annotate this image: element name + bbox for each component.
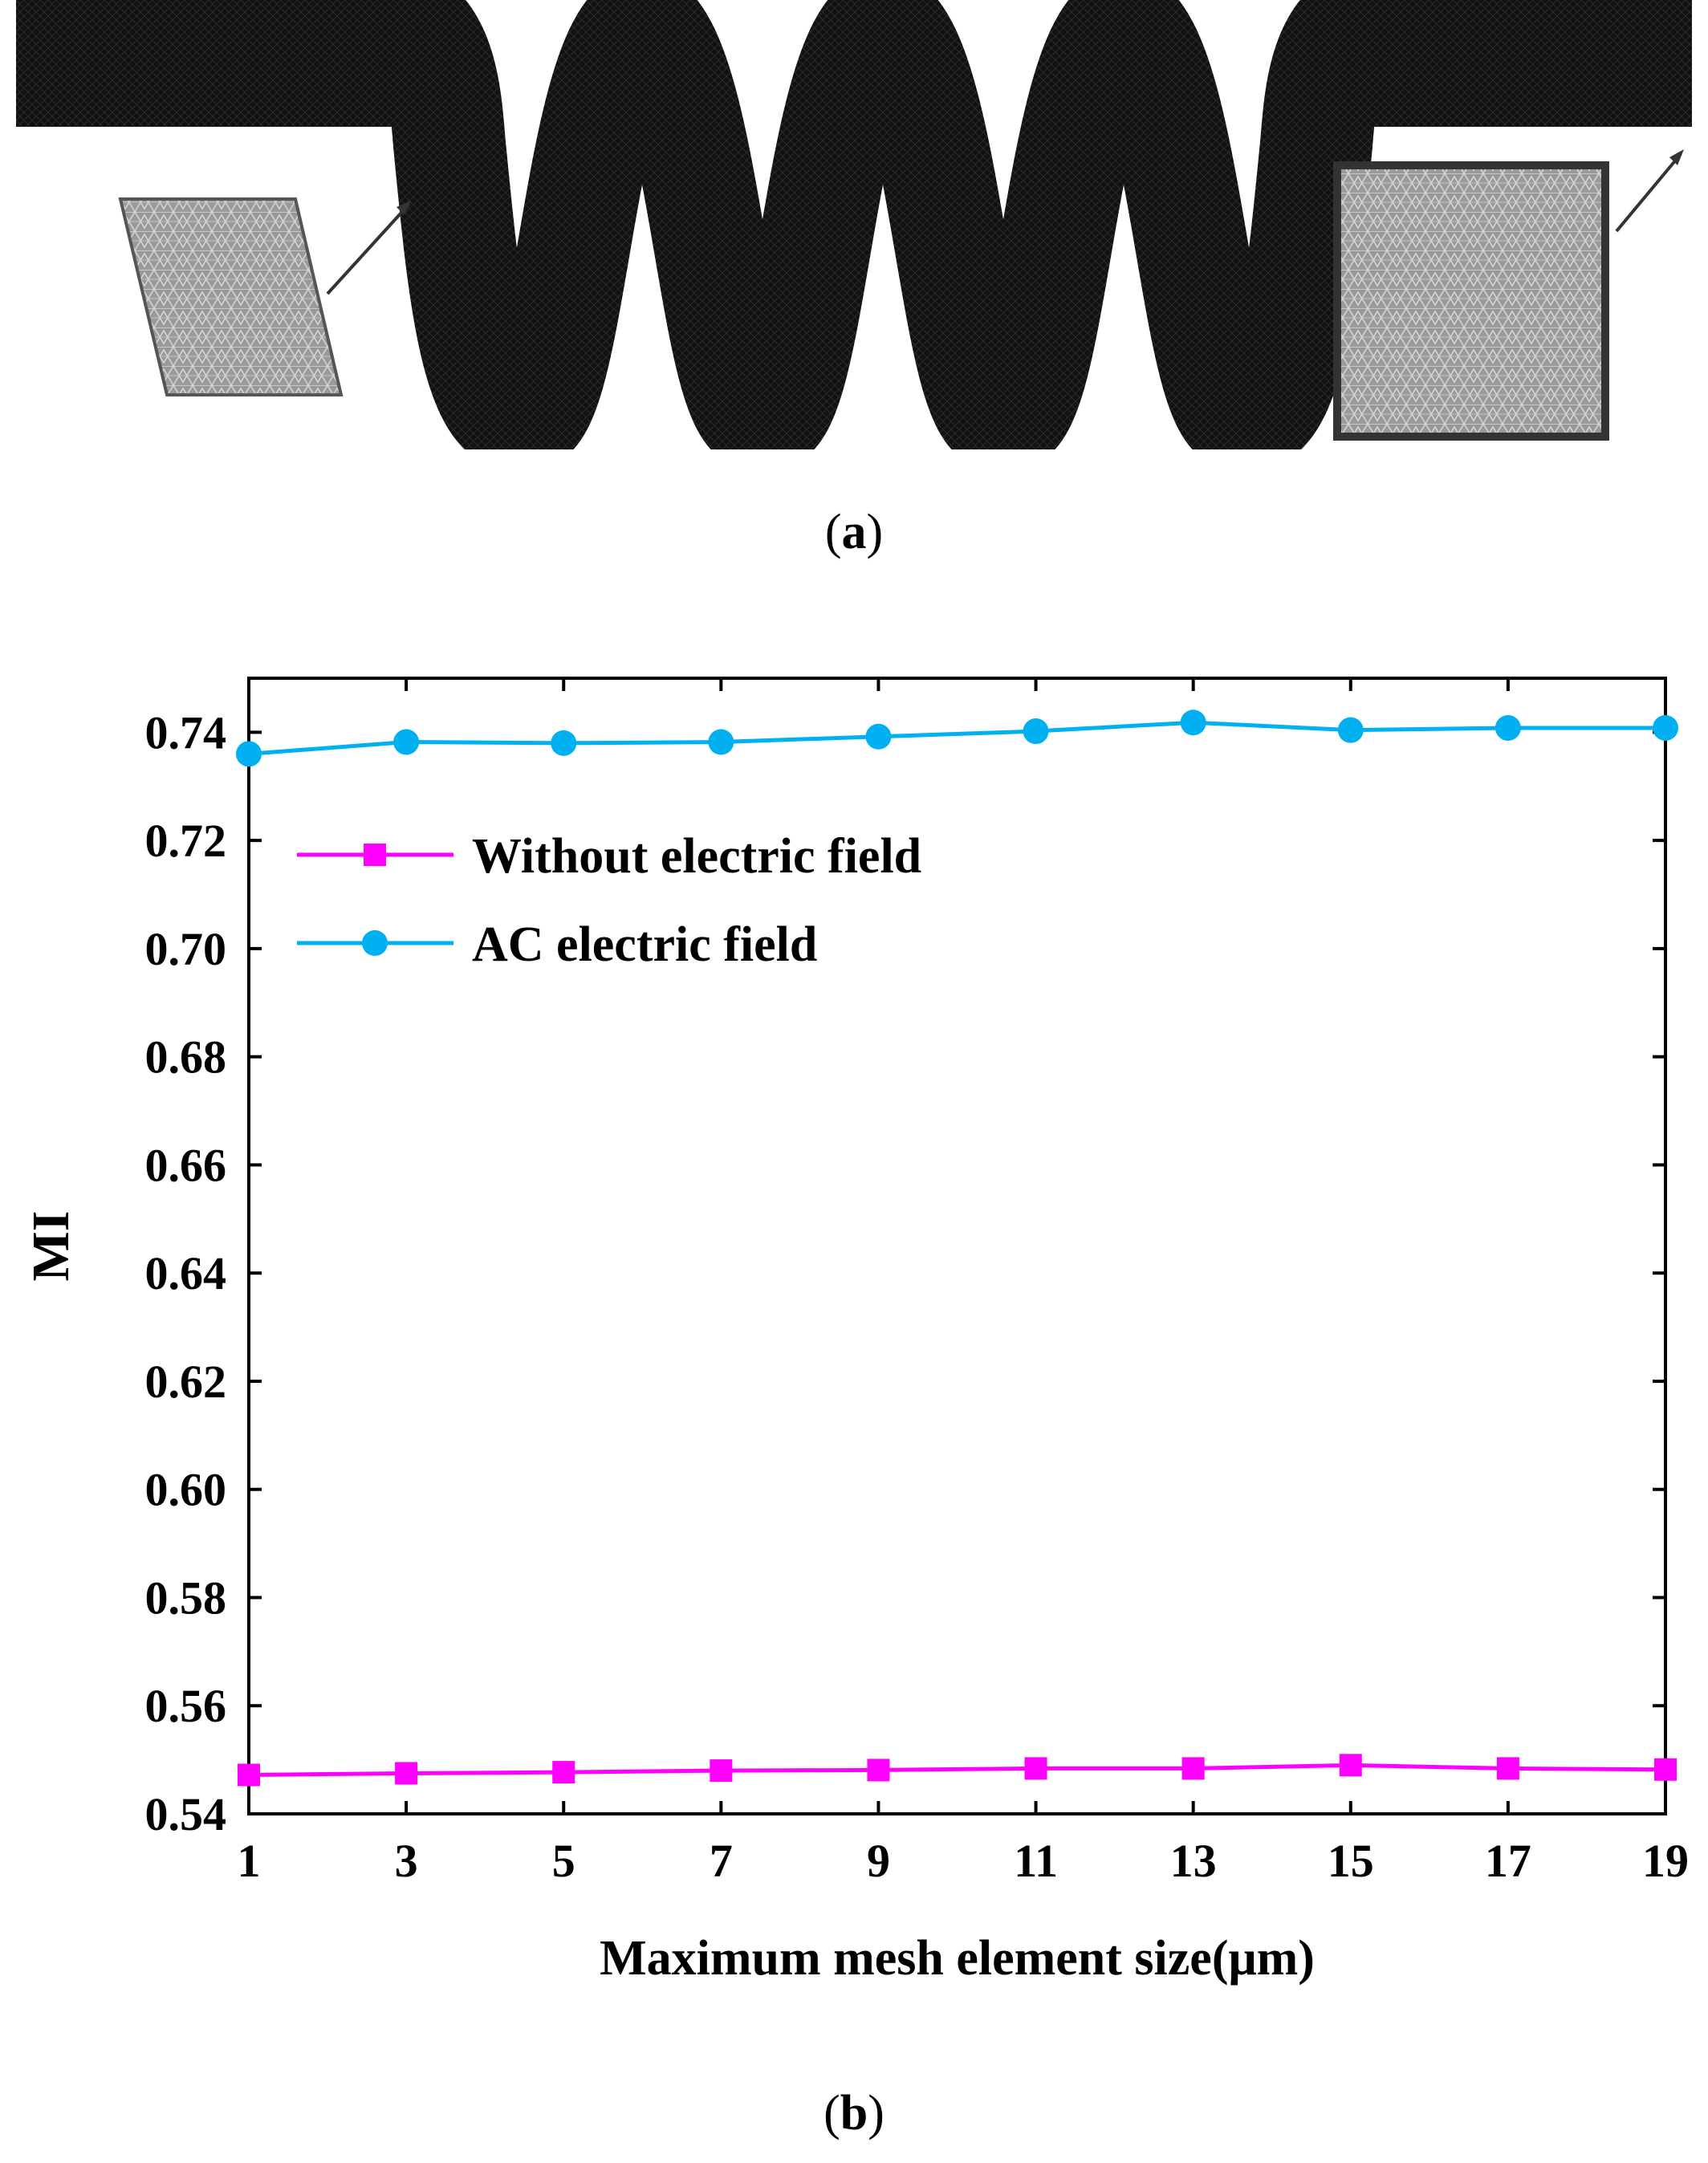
y-tick-label: 0.66 xyxy=(145,1139,227,1191)
data-point xyxy=(1339,1754,1362,1777)
data-point xyxy=(552,1761,575,1784)
inset-right-mesh-zoom xyxy=(1333,161,1609,441)
y-tick-label: 0.58 xyxy=(145,1571,227,1624)
data-point xyxy=(551,730,577,756)
chart-panel: 1 3 5 7 9 11 13 15 17 19 0.54 0.56 0.58 0.60 0.62 0.64 0… xyxy=(0,626,1708,2071)
x-tick-label: 1 xyxy=(238,1835,261,1887)
y-tick-label: 0.72 xyxy=(145,815,227,867)
data-point xyxy=(1180,709,1206,736)
x-tick-label: 15 xyxy=(1328,1835,1374,1887)
data-point xyxy=(1337,717,1364,743)
arrow-right xyxy=(1615,152,1682,233)
data-point xyxy=(1181,1757,1205,1780)
data-point xyxy=(710,1759,733,1783)
series-line xyxy=(248,1763,1666,1777)
mesh-figure xyxy=(0,0,1708,474)
x-tick-label: 11 xyxy=(1014,1835,1058,1887)
x-tick-label: 3 xyxy=(395,1835,418,1887)
x-tick-label: 19 xyxy=(1642,1835,1689,1887)
data-point xyxy=(393,729,420,755)
data-point xyxy=(1024,1757,1047,1780)
x-tick-label: 9 xyxy=(867,1835,890,1887)
x-tick-label: 5 xyxy=(552,1835,575,1887)
legend-label: AC electric field xyxy=(472,917,817,972)
y-tick-label: 0.62 xyxy=(145,1356,227,1408)
y-tick-label: 0.64 xyxy=(145,1247,227,1299)
y-tick-label: 0.74 xyxy=(145,706,227,758)
mesh-illustration xyxy=(16,0,1692,474)
data-point xyxy=(236,741,262,767)
legend-marker xyxy=(362,930,388,956)
y-tick-label: 0.68 xyxy=(145,1031,227,1084)
data-point xyxy=(1653,714,1678,741)
serpentine-channel xyxy=(16,0,1692,474)
data-point xyxy=(865,723,892,750)
data-point xyxy=(395,1762,418,1785)
y-tick-label: 0.54 xyxy=(145,1788,227,1840)
y-tick-label: 0.70 xyxy=(145,923,227,975)
legend-marker xyxy=(364,844,386,866)
data-point xyxy=(1654,1758,1677,1781)
data-point xyxy=(238,1763,260,1787)
data-point xyxy=(867,1758,890,1782)
y-axis-label: MI xyxy=(22,1211,80,1282)
legend-label: Without electric field xyxy=(472,829,921,884)
panel-label-b: (b) xyxy=(824,2086,885,2141)
data-point xyxy=(1496,1757,1519,1780)
series-line xyxy=(248,720,1665,756)
inset-left-mesh-zoom xyxy=(118,197,344,396)
panel-label-a: (a) xyxy=(824,505,884,559)
data-point xyxy=(1023,718,1049,745)
mi-chart: 1 3 5 7 9 11 13 15 17 190.540.560.580.600.620.640… xyxy=(22,677,1689,1986)
data-point xyxy=(1494,714,1521,741)
x-tick-label: 13 xyxy=(1170,1835,1217,1887)
x-tick-label: 7 xyxy=(710,1835,733,1887)
arrow-left xyxy=(326,202,411,295)
plot-frame xyxy=(247,677,1667,1815)
y-tick-label: 0.60 xyxy=(145,1464,227,1516)
x-axis-label: Maximum mesh element size(μm) xyxy=(600,1931,1315,1986)
x-tick-label: 17 xyxy=(1485,1835,1531,1887)
data-point xyxy=(708,729,734,755)
y-tick-label: 0.56 xyxy=(145,1680,227,1732)
